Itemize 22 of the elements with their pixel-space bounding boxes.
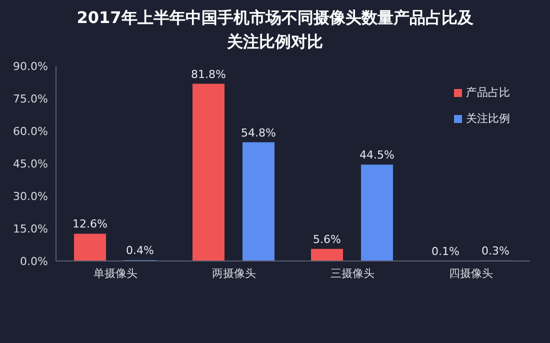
y-tick-label: 60.0%	[13, 124, 48, 138]
data-label: 54.8%	[241, 126, 276, 140]
legend-label: 关注比例	[466, 112, 510, 125]
y-tick-label: 0.0%	[20, 254, 48, 268]
data-label: 81.8%	[191, 68, 226, 81]
y-tick-label: 30.0%	[13, 190, 48, 203]
data-label: 0.4%	[126, 244, 154, 258]
y-tick-label: 90.0%	[13, 60, 48, 73]
x-tick-label: 单摄像头	[93, 266, 138, 280]
data-label: 12.6%	[72, 218, 108, 231]
x-tick-label: 四摄像头	[448, 266, 493, 280]
chart-title: 2017年上半年中国手机市场不同摄像头数量产品占比及关注比例对比	[76, 7, 474, 53]
data-label: 0.3%	[482, 244, 510, 258]
x-tick-label: 两摄像头	[212, 266, 256, 280]
x-tick-label: 三摄像头	[330, 266, 374, 280]
data-label: 44.5%	[360, 148, 394, 162]
data-label: 0.1%	[432, 244, 460, 258]
data-label: 5.6%	[313, 232, 341, 246]
y-tick-label: 75.0%	[13, 92, 48, 106]
y-tick-label: 15.0%	[13, 222, 48, 236]
legend-label: 产品占比	[466, 86, 510, 99]
y-tick-label: 45.0%	[13, 157, 48, 170]
